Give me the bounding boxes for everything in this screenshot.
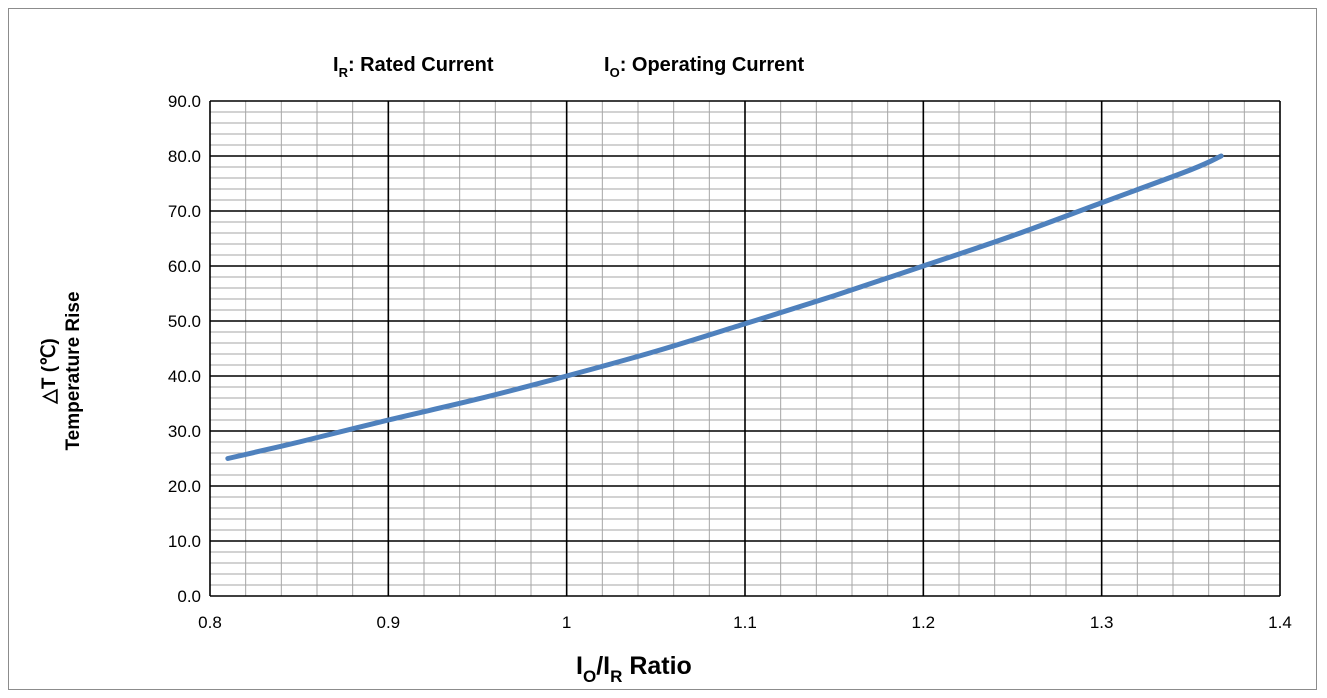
chart-frame: 0.0 10.0 20.0 30.0 40.0 50.0 60.0 70.0 80.0 90.0 …: [8, 8, 1317, 690]
y-tick-label: 40.0: [168, 367, 201, 386]
y-tick-label: 90.0: [168, 92, 201, 111]
x-tick-labels: 0.8 0.9 1 1.1 1.2 1.3 1.4: [198, 613, 1292, 632]
x-tick-label: 0.9: [377, 613, 401, 632]
y-tick-label: 70.0: [168, 202, 201, 221]
x-tick-label: 1.4: [1268, 613, 1292, 632]
y-tick-label: 50.0: [168, 312, 201, 331]
y-axis-label-line1: △T (℃): [39, 338, 60, 405]
line-chart: 0.010.020.030.040.050.060.070.080.090.0 …: [39, 54, 1292, 686]
series-line: [225, 153, 1224, 461]
x-tick-label: 1.2: [912, 613, 936, 632]
x-axis-label: IO/IR Ratio: [576, 652, 692, 686]
y-axis-label: △T (℃) Temperature Rise: [39, 291, 84, 450]
y-tick-labels: 0.0 10.0 20.0 30.0 40.0 50.0 60.0 70.0 80.0 90.0: [168, 92, 201, 606]
y-tick-label: 20.0: [168, 477, 201, 496]
major-grid: [209, 100, 1281, 597]
y-tick-label: 60.0: [168, 257, 201, 276]
legend-rated-current: IR: Rated Current: [333, 54, 494, 80]
legend-operating-current: IO: Operating Current: [604, 54, 804, 80]
x-tick-label: 1.1: [733, 613, 757, 632]
x-tick-label: 0.8: [198, 613, 222, 632]
y-tick-label: 30.0: [168, 422, 201, 441]
y-axis-label-line2: Temperature Rise: [63, 291, 84, 450]
series-layer: [225, 153, 1224, 461]
x-tick-label: 1.3: [1090, 613, 1114, 632]
y-tick-label: 10.0: [168, 532, 201, 551]
y-tick-label: 80.0: [168, 147, 201, 166]
y-tick-label: 0.0: [177, 587, 201, 606]
x-tick-label: 1: [562, 613, 571, 632]
